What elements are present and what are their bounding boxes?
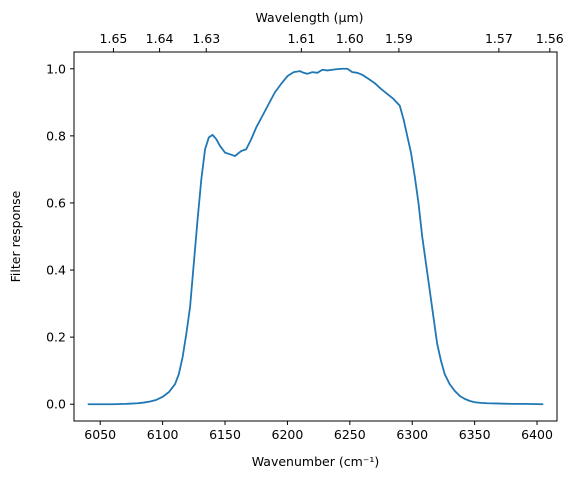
top-axis-label: Wavelength (μm): [255, 10, 363, 25]
top-tick-label: 1.56: [536, 31, 564, 46]
y-tick-label: 0.4: [46, 263, 66, 278]
top-tick-label: 1.65: [100, 31, 128, 46]
plot-layer: [87, 67, 544, 406]
top-axis: 1.65 1.64 1.63 1.61 1.60 1.59 1.57 1.56: [100, 31, 564, 52]
x-tick-label: 6050: [84, 427, 116, 442]
plot-frame: [73, 51, 558, 422]
x-tick-label: 6100: [147, 427, 179, 442]
top-tick-label: 1.59: [385, 31, 413, 46]
y-tick-label: 0.0: [46, 397, 66, 412]
top-tick-label: 1.57: [485, 31, 513, 46]
x-tick-label: 6350: [459, 427, 491, 442]
x-tick-label: 6200: [272, 427, 304, 442]
y-tick-label: 1.0: [46, 61, 66, 76]
x-tick-label: 6400: [521, 427, 553, 442]
top-tick-label: 1.60: [336, 31, 364, 46]
top-tick-label: 1.61: [287, 31, 315, 46]
y-tick-label: 0.8: [46, 128, 66, 143]
y-tick-label: 0.2: [46, 330, 66, 345]
series-line-0: [87, 67, 544, 406]
x-tick-label: 6300: [396, 427, 428, 442]
top-tick-label: 1.63: [192, 31, 220, 46]
top-tick-label: 1.64: [146, 31, 174, 46]
x-tick-label: 6150: [209, 427, 241, 442]
left-axis: 0.0 0.2 0.4 0.6 0.8 1.0: [46, 61, 74, 412]
bottom-axis: 6050 6100 6150 6200 6250 6300 6350 6400: [84, 421, 553, 442]
x-axis-label: Wavenumber (cm⁻¹): [252, 454, 379, 469]
y-axis-label: Filter response: [8, 190, 23, 282]
x-tick-label: 6250: [334, 427, 366, 442]
y-tick-label: 0.6: [46, 195, 66, 210]
